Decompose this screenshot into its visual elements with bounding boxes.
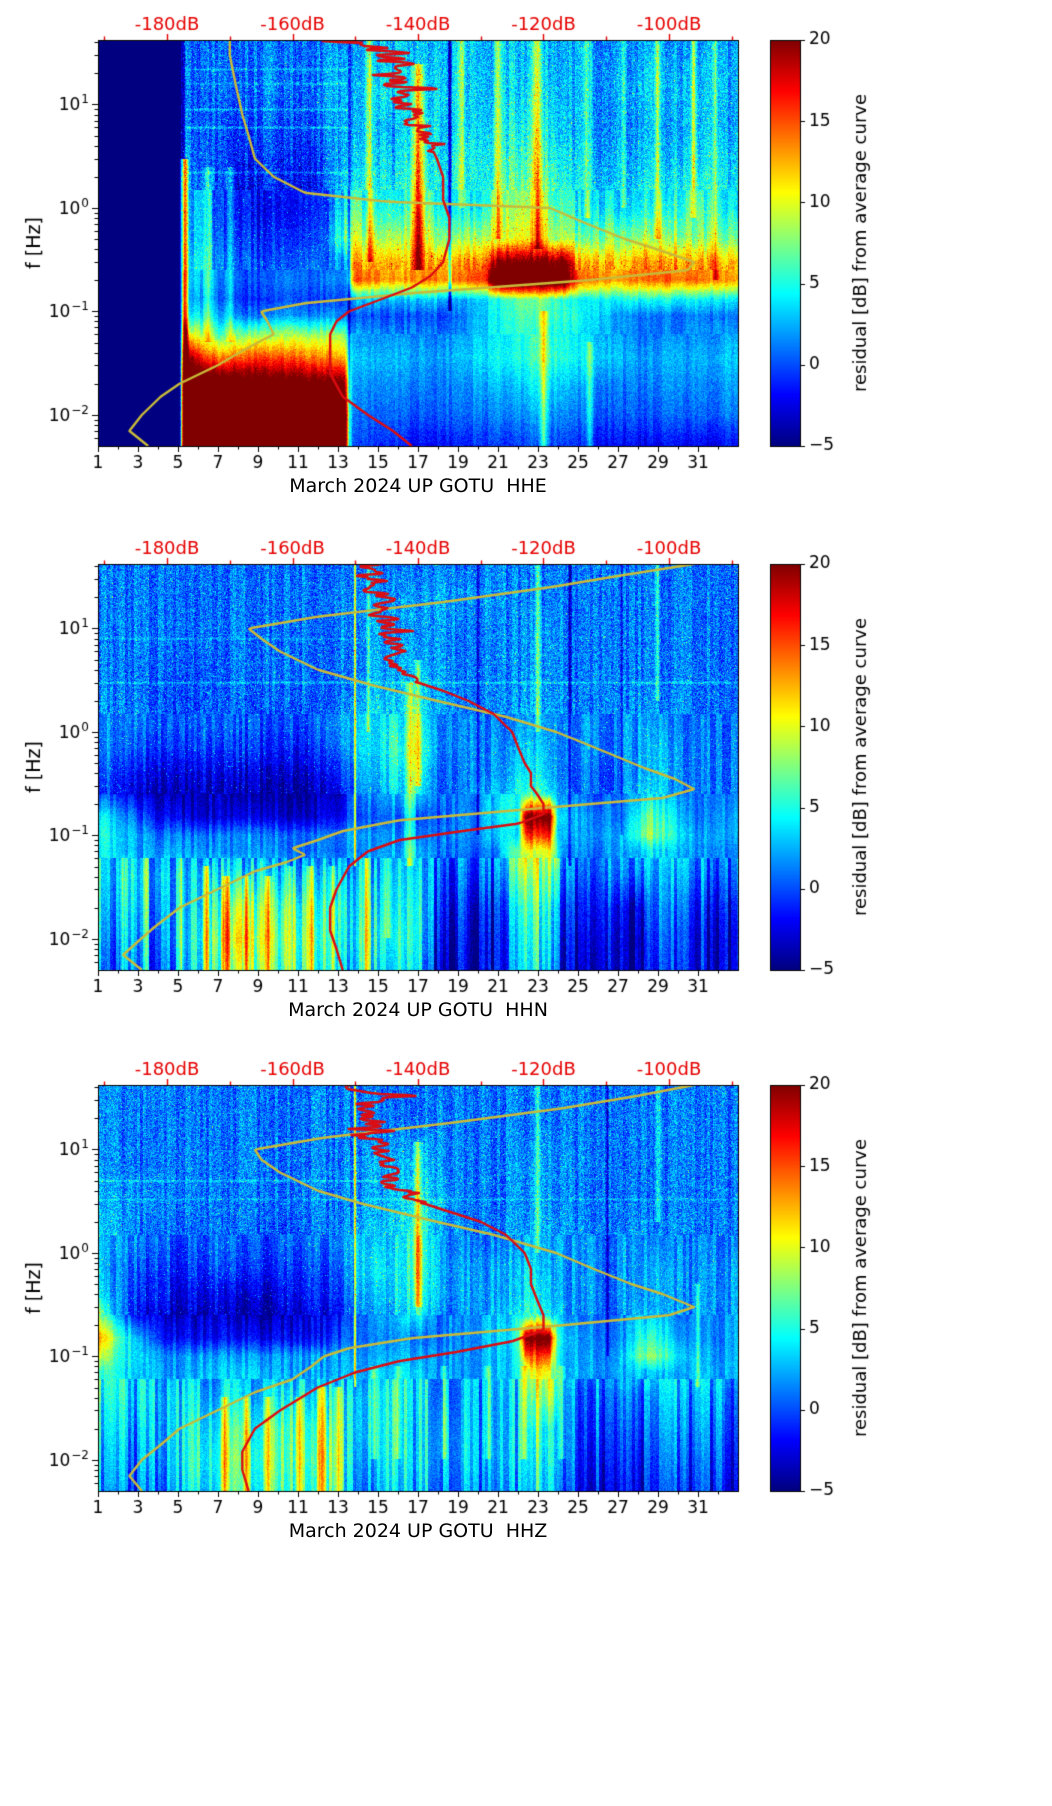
xlabel-hhn: March 2024 UP GOTU HHN bbox=[288, 999, 548, 1021]
xlabel-hhz: March 2024 UP GOTU HHZ bbox=[288, 1520, 548, 1542]
spectrogram-plot-hhn bbox=[0, 521, 1052, 1041]
xlabel-hhe: March 2024 UP GOTU HHE bbox=[289, 475, 547, 497]
spectrogram-plot-hhe bbox=[0, 0, 1052, 521]
spectrogram-plot-hhz bbox=[0, 1041, 1052, 1806]
